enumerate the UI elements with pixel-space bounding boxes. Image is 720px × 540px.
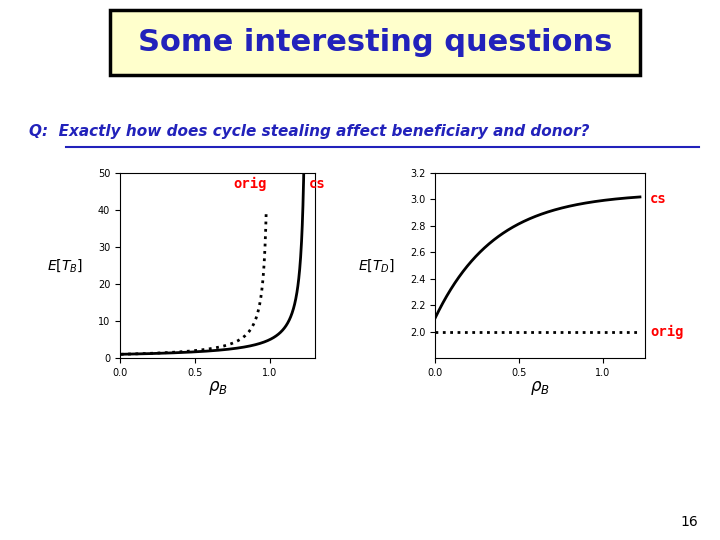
orig	[204, 346, 213, 352]
Text: $\rho_B$: $\rho_B$	[207, 379, 228, 397]
Text: orig: orig	[650, 325, 683, 339]
Text: orig: orig	[233, 177, 267, 191]
cs	[234, 345, 243, 351]
Text: Q:  Exactly how does cycle stealing affect beneficiary and donor?: Q: Exactly how does cycle stealing affec…	[29, 124, 589, 139]
cs	[224, 346, 233, 353]
Text: $E[T_D]$: $E[T_D]$	[358, 257, 395, 274]
cs	[228, 346, 237, 352]
orig	[242, 332, 251, 338]
Text: 16: 16	[680, 515, 698, 529]
Text: Some interesting questions: Some interesting questions	[138, 28, 612, 57]
orig	[117, 351, 125, 357]
orig	[125, 351, 134, 357]
orig	[201, 346, 210, 353]
FancyBboxPatch shape	[110, 10, 640, 75]
orig	[209, 345, 217, 352]
Line: orig: orig	[121, 210, 266, 354]
Line: cs: cs	[121, 50, 305, 354]
Text: cs: cs	[309, 177, 325, 191]
cs	[256, 340, 265, 347]
cs	[127, 351, 136, 357]
orig	[262, 207, 271, 213]
cs	[275, 330, 284, 336]
Text: $E[T_B]$: $E[T_B]$	[48, 257, 84, 274]
Text: cs: cs	[650, 192, 667, 206]
cs	[117, 351, 125, 357]
Text: $\rho_B$: $\rho_B$	[530, 379, 550, 397]
cs	[301, 46, 310, 53]
orig	[227, 341, 235, 347]
